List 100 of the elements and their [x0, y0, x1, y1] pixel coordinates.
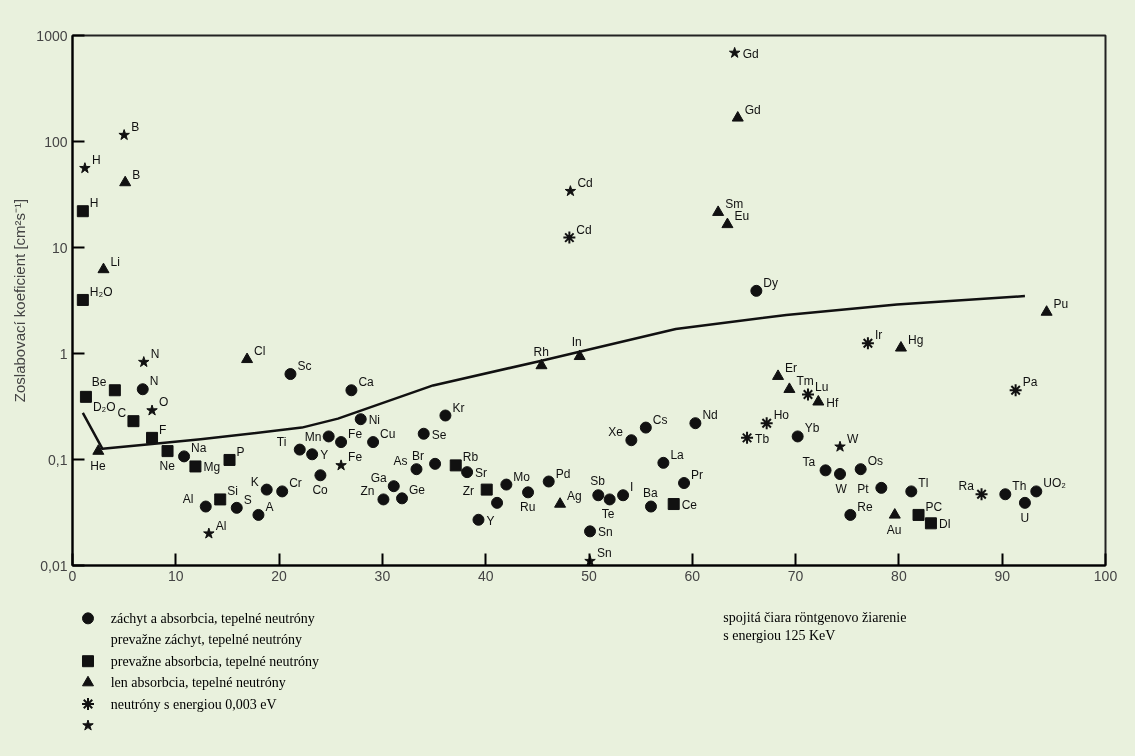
annotation: Ra [958, 479, 975, 494]
y-tick-label: 1 [59, 345, 68, 362]
annotation: Cu [380, 427, 396, 442]
annotation: Sn [598, 525, 613, 540]
annotation: Na [191, 441, 207, 456]
annotation: H [89, 196, 99, 211]
annotation: Sn [597, 546, 612, 561]
x-tick-label: 90 [994, 567, 1011, 584]
annotation: N [150, 347, 160, 362]
x-tick-label: 40 [477, 567, 494, 584]
annotation: Li [110, 254, 120, 269]
annotation: Lu [815, 379, 829, 394]
annotation: A [265, 499, 274, 514]
annotation: Al [215, 518, 227, 533]
annotation: Pd [555, 466, 571, 481]
annotation: Mg [203, 460, 221, 475]
annotation: Fe [348, 427, 363, 442]
annotation: S [243, 492, 252, 507]
annotation: Hg [907, 332, 924, 347]
annotation: Ru [520, 500, 536, 515]
annotation: Pt [857, 481, 870, 496]
annotation: Cl [254, 344, 266, 359]
annotation: Al [182, 491, 194, 506]
annotation: H [91, 153, 101, 168]
annotation: Se [431, 427, 447, 442]
annotation: Mo [513, 469, 531, 484]
y-tick-label: 10 [51, 239, 68, 256]
annotation: Ir [874, 328, 883, 343]
legend-label: neutróny s energiou 0,003 eV [110, 696, 277, 712]
legend-label: záchyt a absorbcia, tepelné neutróny [110, 610, 315, 626]
annotation: P [236, 444, 245, 459]
annotation: B [131, 120, 140, 135]
annotation: Re [857, 499, 874, 514]
annotation: Y [486, 513, 495, 528]
annotation: Tb [755, 431, 770, 446]
y-tick-label: 100 [44, 133, 68, 150]
x-tick-label: 30 [374, 567, 391, 584]
annotation: Ti [276, 434, 287, 449]
annotation: Yb [804, 421, 820, 436]
annotation: Ne [159, 459, 176, 474]
annotation: Rh [533, 344, 549, 359]
annotation: Ge [409, 483, 426, 498]
annotation: Ni [368, 413, 381, 428]
annotation: Sb [590, 474, 606, 489]
annotation: Er [785, 361, 798, 376]
annotation: B [132, 167, 141, 182]
annotation: Rb [462, 450, 479, 465]
annotation: F [159, 422, 167, 437]
annotation: Gd [742, 46, 759, 61]
annotation: D₂O [92, 399, 116, 414]
annotation: Be [91, 375, 107, 390]
annotation: Br [412, 448, 425, 463]
annotation: Sr [475, 466, 488, 481]
annotation: Ho [773, 408, 790, 423]
annotation: W [835, 481, 848, 496]
annotation: In [571, 335, 582, 350]
annotation: Cs [652, 412, 668, 427]
annotation: Tm [796, 374, 814, 389]
annotation: Ca [358, 375, 375, 390]
y-tick-label: 0,1 [48, 451, 68, 468]
annotation: Pu [1053, 297, 1069, 312]
text: spojitá čiara röntgenovo žiarenie s energiou 125 KeV [723, 610, 907, 644]
annotation: Pa [1022, 375, 1038, 390]
annotation: Zr [462, 483, 475, 498]
annotation: Co [312, 483, 329, 498]
annotation: C [117, 406, 127, 421]
annotation: Ta [802, 455, 816, 470]
annotation: Xe [608, 425, 624, 440]
annotation: He [90, 459, 106, 474]
x-tick-label: 70 [787, 567, 804, 584]
legend-label: prevažne absorbcia, tepelné neutróny [110, 653, 320, 669]
annotation: DI [938, 517, 951, 532]
annotation: Gd [744, 102, 761, 117]
y-axis-title: Zoslabovací koeficient [cm²s⁻¹] [11, 198, 29, 403]
annotation: Ba [642, 485, 658, 500]
annotation: Zn [360, 484, 375, 499]
x-tick-label: 50 [581, 567, 597, 584]
annotation: Fe [348, 450, 363, 465]
annotation: Mn [304, 430, 322, 445]
annotation: Kr [452, 400, 465, 415]
x-tick-label: 60 [684, 567, 701, 584]
annotation: Sc [297, 359, 312, 374]
annotation: Dy [763, 275, 779, 290]
annotation: Pr [691, 468, 704, 483]
annotation: Ce [681, 498, 698, 513]
annotation: K [250, 474, 259, 489]
x-tick-label: 20 [271, 567, 288, 584]
annotation: Si [227, 484, 238, 499]
y-tick-label: 1000 [36, 27, 68, 44]
annotation: Hf [826, 395, 839, 410]
annotation: Th [1012, 479, 1027, 494]
text: prevažne záchyt, tepelné neutróny [110, 632, 302, 648]
annotation: La [670, 447, 685, 462]
y-tick-label: 0,01 [40, 557, 68, 574]
annotation: Cd [576, 222, 592, 237]
annotation: Sm [725, 197, 744, 212]
annotation: I [630, 480, 634, 495]
annotation: N [149, 374, 159, 389]
annotation: Ga [370, 471, 388, 486]
annotation: Os [867, 454, 884, 469]
